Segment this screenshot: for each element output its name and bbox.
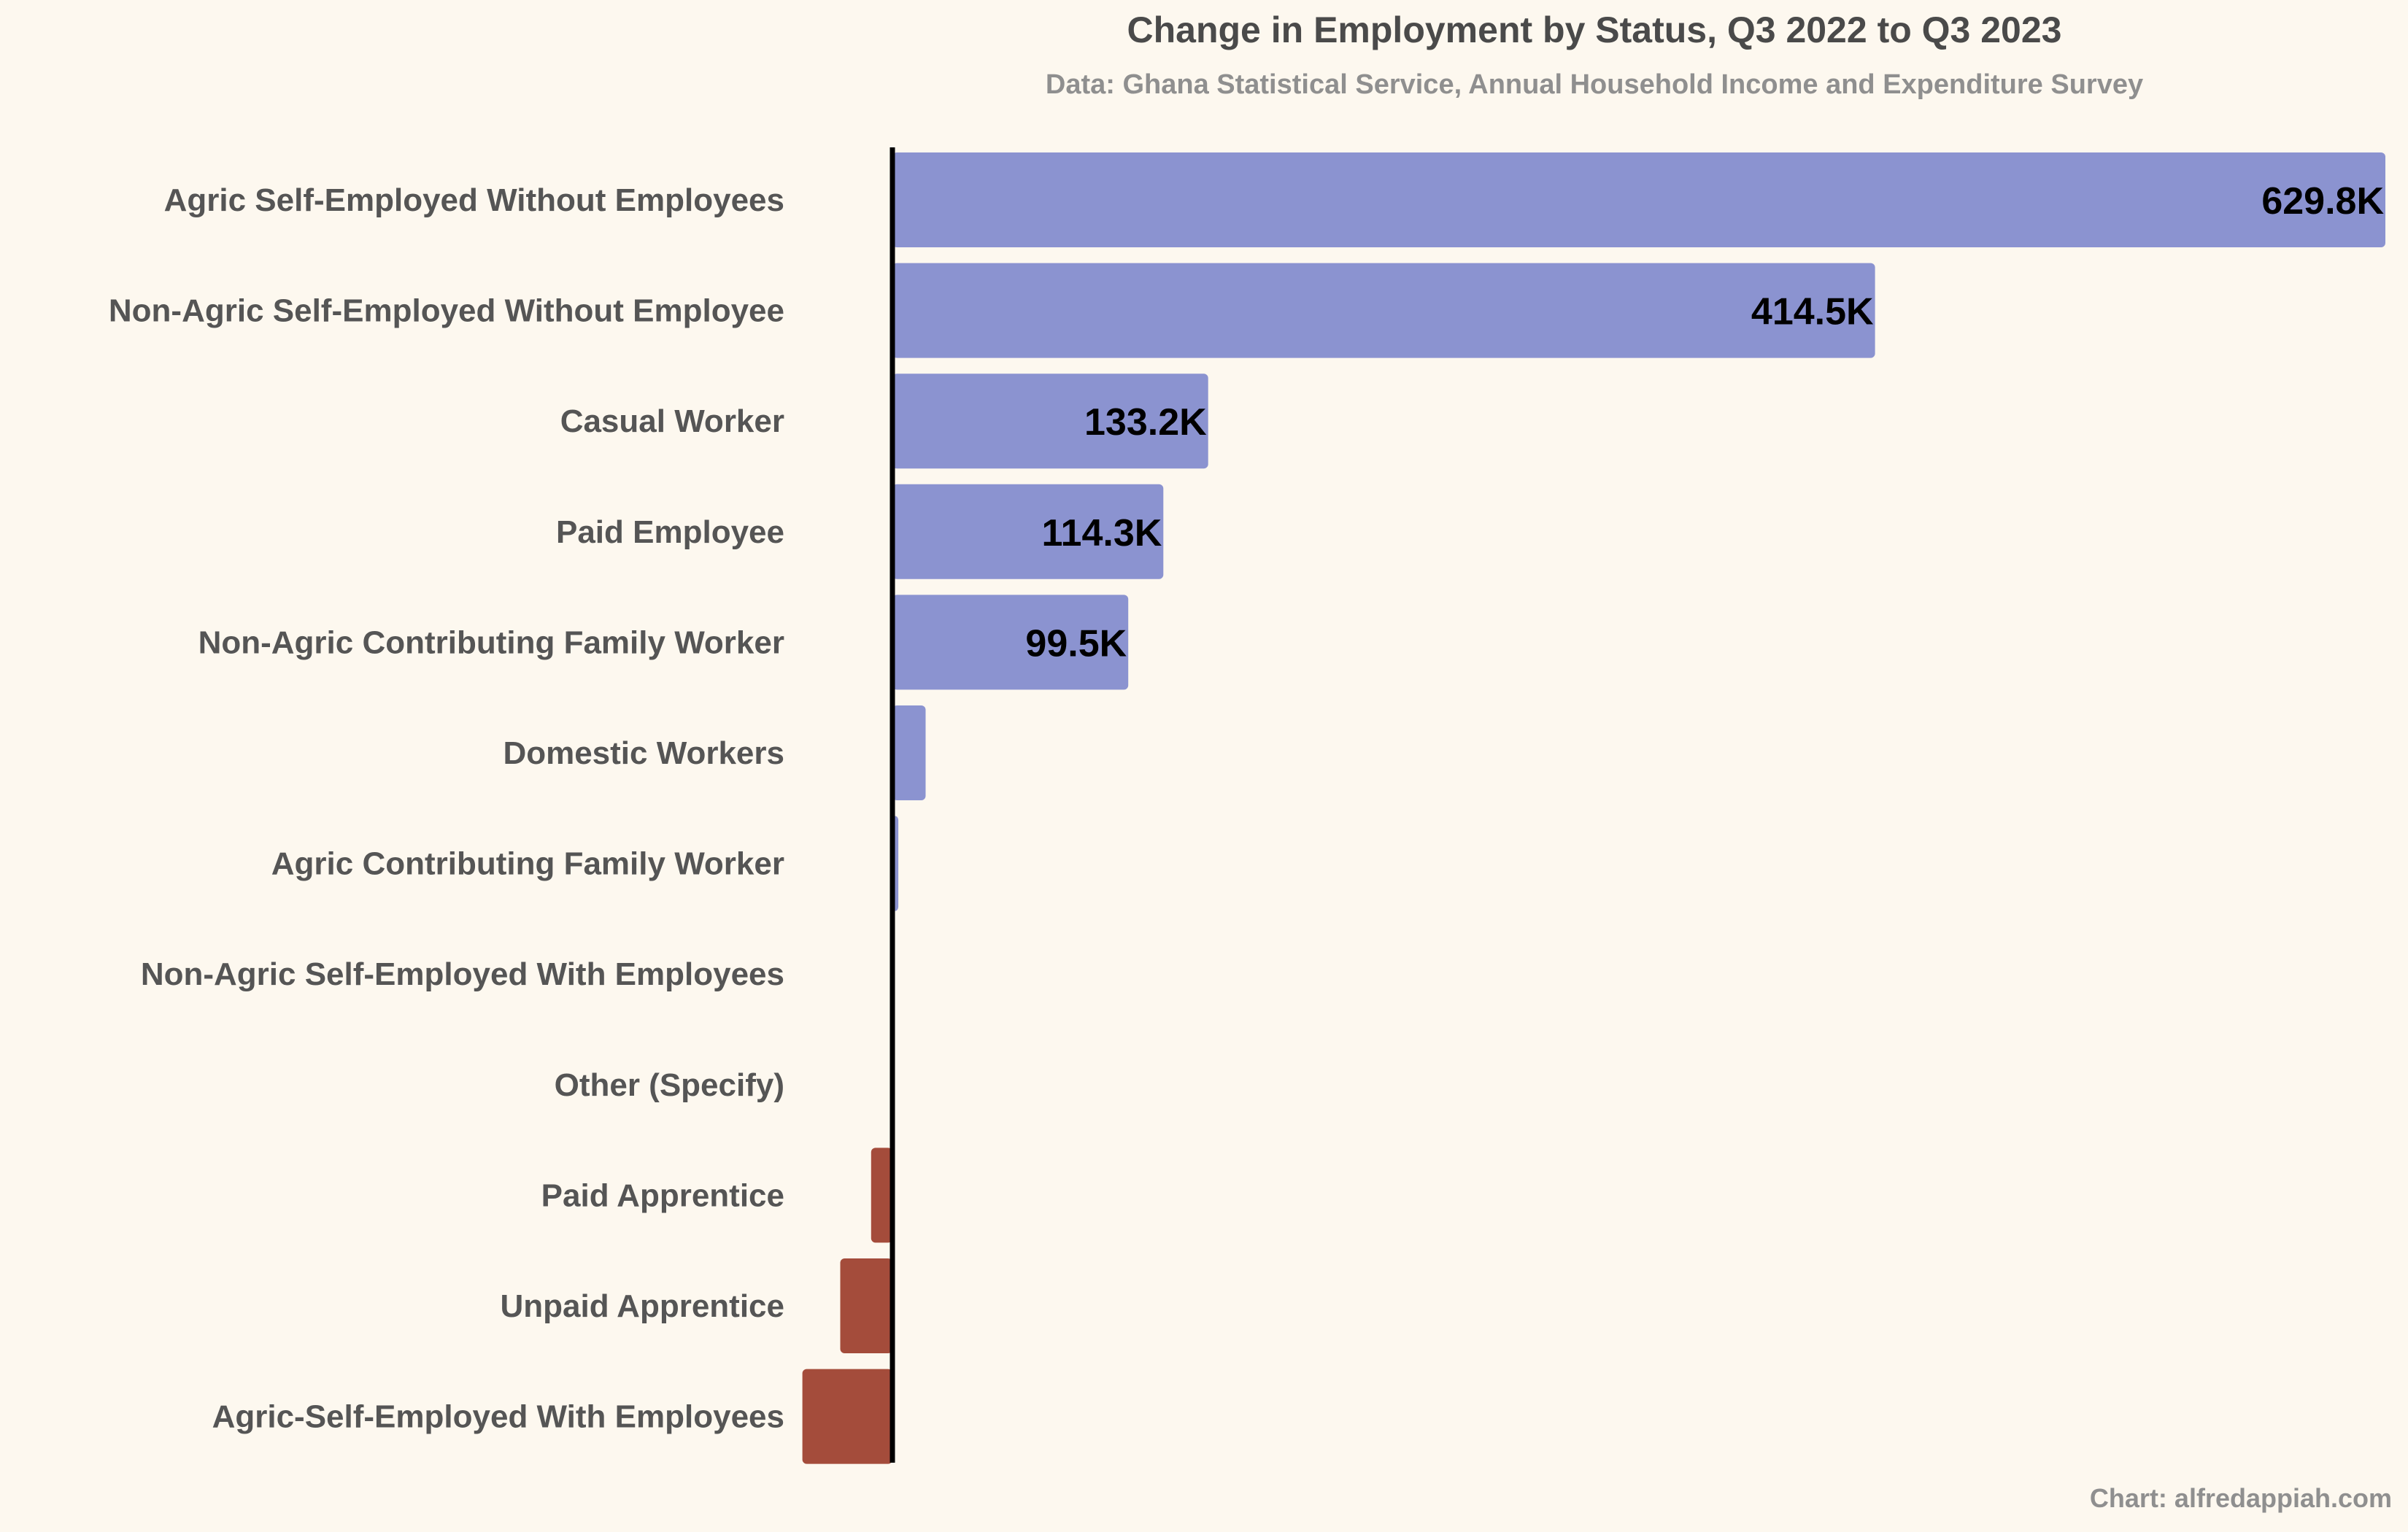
category-label-1: Non-Agric Self-Employed Without Employee <box>109 293 784 329</box>
category-label-11: Agric-Self-Employed With Employees <box>212 1399 784 1435</box>
value-label-0: 629.8K <box>2261 180 2384 223</box>
category-label-7: Non-Agric Self-Employed With Employees <box>141 956 784 992</box>
value-label-4: 99.5K <box>1025 622 1127 665</box>
category-label-10: Unpaid Apprentice <box>500 1288 784 1324</box>
bar-1 <box>892 263 1875 358</box>
category-label-2: Casual Worker <box>560 403 784 439</box>
bar-5 <box>892 705 926 800</box>
category-labels-group: Agric Self-Employed Without Employees Non… <box>109 182 784 1435</box>
bar-9 <box>871 1148 892 1243</box>
value-label-2: 133.2K <box>1084 401 1207 444</box>
category-label-9: Paid Apprentice <box>541 1177 784 1213</box>
bar-4 <box>892 595 1129 690</box>
value-label-1: 414.5K <box>1751 291 1874 333</box>
category-label-8: Other (Specify) <box>555 1067 784 1103</box>
category-label-5: Domestic Workers <box>503 735 784 771</box>
bar-10 <box>840 1258 892 1353</box>
category-label-3: Paid Employee <box>556 514 784 550</box>
category-label-0: Agric Self-Employed Without Employees <box>164 182 784 218</box>
value-labels-group: 629.8K 414.5K 133.2K 114.3K 99.5K <box>1025 180 2384 665</box>
value-label-3: 114.3K <box>1041 512 1162 554</box>
category-label-6: Agric Contributing Family Worker <box>271 846 784 882</box>
bars-group <box>802 152 2385 1464</box>
chart-subtitle: Data: Ghana Statistical Service, Annual … <box>1046 69 2143 100</box>
chart-title: Change in Employment by Status, Q3 2022 … <box>1127 9 2062 50</box>
bar-11 <box>802 1369 892 1464</box>
bar-0 <box>892 152 2385 247</box>
bar-2 <box>892 374 1208 469</box>
category-label-4: Non-Agric Contributing Family Worker <box>198 624 784 660</box>
bar-3 <box>892 484 1164 579</box>
chart-caption: Chart: alfredappiah.com <box>2090 1483 2392 1513</box>
